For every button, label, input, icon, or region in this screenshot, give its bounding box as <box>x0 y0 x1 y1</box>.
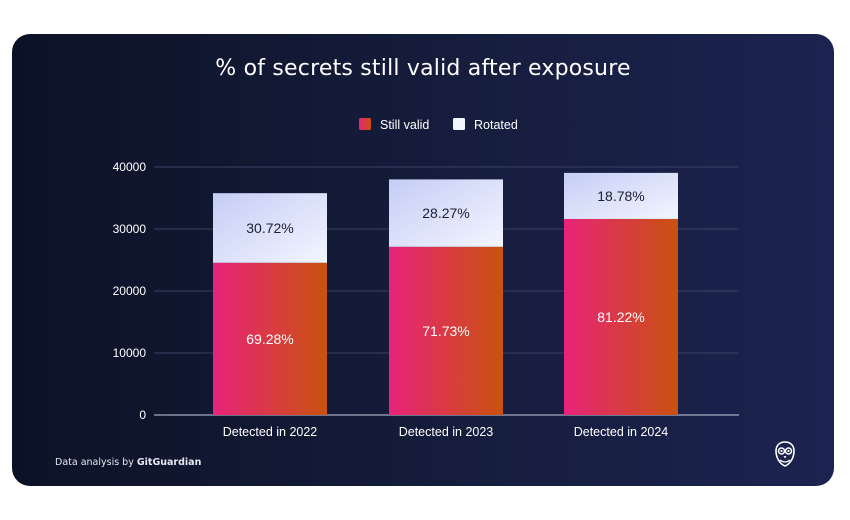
attribution-prefix: Data analysis by <box>55 457 137 468</box>
bar-still-valid <box>213 262 327 415</box>
x-category-label: Detected in 2022 <box>223 425 318 439</box>
chart-title: % of secrets still valid after exposure <box>215 56 631 81</box>
chart-card: % of secrets still valid after exposure … <box>12 34 834 486</box>
legend-swatch-rotated <box>453 118 465 130</box>
legend-swatch-still-valid <box>359 118 371 130</box>
y-tick-label: 30000 <box>113 222 147 236</box>
x-category-label: Detected in 2024 <box>574 425 669 439</box>
data-label-rotated: 18.78% <box>597 188 644 204</box>
y-tick-label: 0 <box>139 408 146 422</box>
data-label-still-valid: 81.22% <box>597 309 644 325</box>
attribution: Data analysis by GitGuardian <box>55 457 201 468</box>
bar-still-valid <box>389 246 503 415</box>
data-label-rotated: 28.27% <box>422 205 469 221</box>
legend-label-still-valid: Still valid <box>380 118 429 132</box>
data-label-still-valid: 69.28% <box>246 331 293 347</box>
legend-label-rotated: Rotated <box>474 118 518 132</box>
bar-still-valid <box>564 218 678 415</box>
y-tick-label: 20000 <box>113 284 147 298</box>
data-label-still-valid: 71.73% <box>422 323 469 339</box>
data-label-rotated: 30.72% <box>246 220 293 236</box>
bar-rotated <box>389 179 503 247</box>
gitguardian-owl-icon <box>775 441 795 467</box>
x-category-label: Detected in 2023 <box>399 425 494 439</box>
stacked-bar-chart: Still valid Rotated 0 10000 20000 30000 40000… <box>113 118 739 439</box>
bar-rotated <box>213 193 327 263</box>
y-tick-label: 40000 <box>113 160 147 174</box>
y-tick-label: 10000 <box>113 346 147 360</box>
attribution-brand: GitGuardian <box>136 457 202 468</box>
bar-rotated <box>564 172 678 219</box>
